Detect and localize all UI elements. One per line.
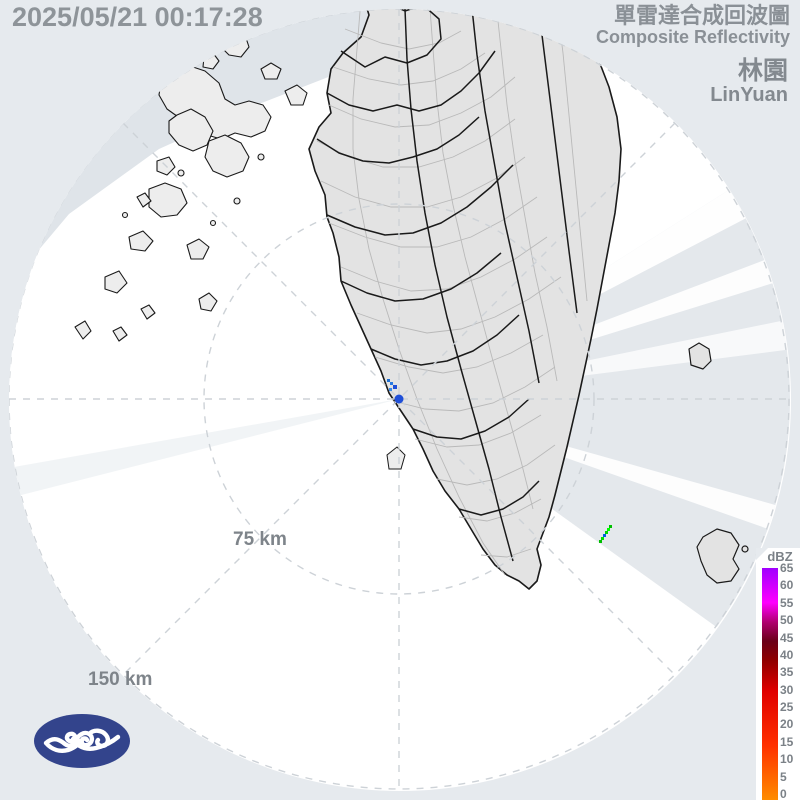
range-ring-75km <box>203 203 595 595</box>
radar-range-circle <box>9 9 791 791</box>
southeast-islands <box>688 342 749 584</box>
taiwan-landmass <box>308 9 622 590</box>
echo-coastal-cluster <box>387 379 397 391</box>
echo-layer <box>387 379 612 543</box>
county-borders <box>316 9 578 562</box>
spoke-nwse <box>122 122 676 676</box>
range-ring-150km <box>9 9 790 790</box>
offshore-islets <box>386 446 406 470</box>
range-ring-overlay <box>9 9 791 791</box>
radar-site-marker-layer <box>394 394 404 404</box>
radar-site-marker <box>394 394 404 404</box>
echo-offshore-streak <box>599 525 612 543</box>
township-borders <box>316 9 588 576</box>
spoke-nesw <box>122 122 676 676</box>
